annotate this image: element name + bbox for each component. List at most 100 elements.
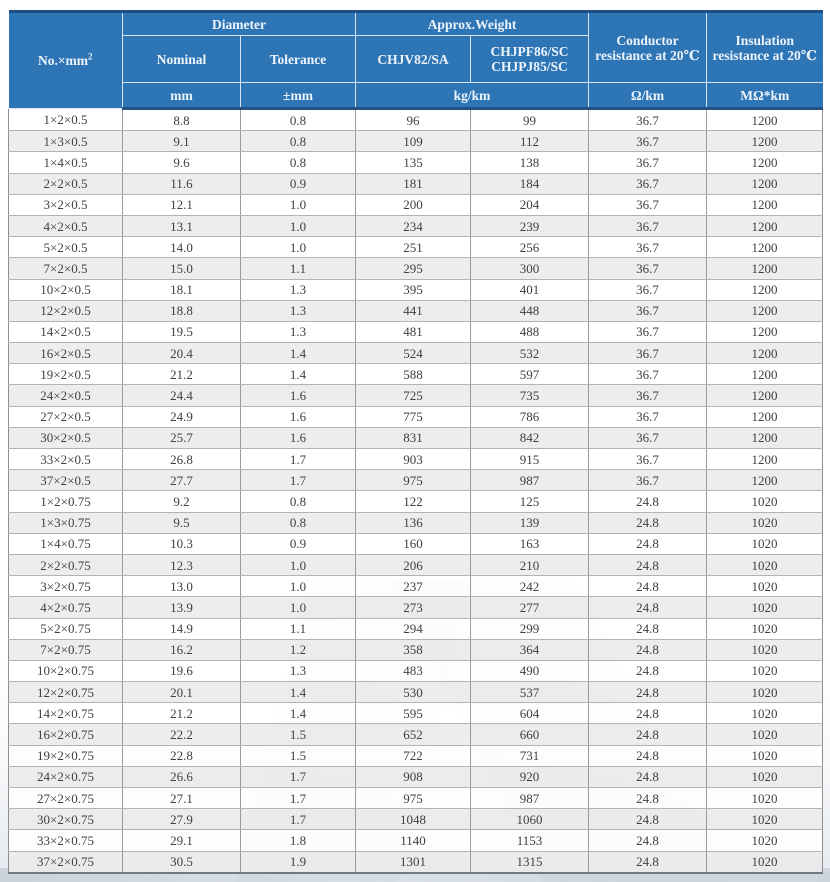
- cell-diameter-tolerance: 1.0: [240, 194, 356, 216]
- header-row-units: mm ±mm kg/km Ω/km MΩ*km: [9, 82, 823, 110]
- cell-spec-no: 30×2×0.75: [8, 808, 123, 831]
- cell-insulation-resistance: 1020: [706, 639, 824, 661]
- cell-weight-chjv82-sa: 975: [355, 787, 471, 810]
- cell-conductor-resistance: 36.7: [588, 363, 708, 386]
- cell-weight-chjv82-sa: 903: [355, 448, 471, 471]
- cell-spec-no: 1×2×0.75: [8, 490, 123, 513]
- col-header-conductor-resistance: Conductor resistance at 20℃: [588, 10, 708, 83]
- table-row: 10×2×0.75 19.6 1.3 483 490 24.8 1020: [8, 660, 824, 683]
- cell-spec-no: 10×2×0.75: [8, 660, 123, 683]
- cell-weight-chjv82-sa: 395: [355, 279, 471, 301]
- cell-conductor-resistance: 36.7: [588, 151, 708, 174]
- cell-insulation-resistance: 1200: [706, 279, 824, 301]
- cell-insulation-resistance: 1200: [706, 406, 824, 428]
- cell-weight-chjv82-sa: 481: [355, 321, 471, 344]
- cell-weight-chjpf86-chjpj85: 138: [469, 151, 590, 174]
- cell-spec-no: 12×2×0.5: [8, 300, 123, 322]
- col-header-no-mm2: No.×mm2: [8, 10, 123, 109]
- header-row-groups: No.×mm2 Diameter Approx.Weight Conductor…: [8, 10, 823, 109]
- cell-diameter-nominal: 16.2: [122, 639, 241, 661]
- cell-weight-chjpf86-chjpj85: 731: [469, 745, 590, 767]
- cell-insulation-resistance: 1020: [706, 596, 824, 619]
- cell-weight-chjpf86-chjpj85: 537: [469, 681, 590, 704]
- cell-conductor-resistance: 36.7: [588, 406, 708, 428]
- cell-diameter-tolerance: 0.8: [240, 108, 356, 132]
- cell-conductor-resistance: 36.7: [588, 130, 708, 153]
- cell-diameter-nominal: 13.9: [122, 596, 241, 619]
- cell-conductor-resistance: 24.8: [588, 808, 708, 831]
- cell-diameter-tolerance: 1.7: [240, 787, 356, 810]
- cell-diameter-tolerance: 0.8: [240, 151, 356, 174]
- cell-spec-no: 27×2×0.75: [8, 787, 123, 810]
- cell-diameter-nominal: 9.6: [122, 151, 241, 174]
- cell-weight-chjpf86-chjpj85: 660: [469, 723, 590, 746]
- unit-tolerance-mm: ±mm: [240, 82, 356, 110]
- cell-conductor-resistance: 24.8: [588, 596, 708, 619]
- no-mm2-label: No.×mm: [37, 53, 89, 68]
- cell-insulation-resistance: 1200: [706, 151, 824, 174]
- cell-weight-chjv82-sa: 524: [355, 342, 471, 365]
- cell-weight-chjpf86-chjpj85: 204: [469, 194, 590, 216]
- cell-diameter-tolerance: 1.3: [240, 660, 356, 683]
- cell-insulation-resistance: 1200: [706, 321, 824, 344]
- cell-spec-no: 24×2×0.5: [8, 384, 123, 407]
- table-header: No.×mm2 Diameter Approx.Weight Conductor…: [8, 10, 823, 110]
- cell-insulation-resistance: 1020: [706, 723, 824, 746]
- cell-diameter-tolerance: 1.7: [240, 766, 356, 789]
- cell-diameter-nominal: 19.5: [122, 321, 241, 344]
- table-row: 37×2×0.5 27.7 1.7 975 987 36.7 1200: [8, 469, 824, 492]
- cell-spec-no: 1×3×0.75: [8, 512, 123, 534]
- table-row: 24×2×0.5 24.4 1.6 725 735 36.7 1200: [8, 384, 824, 407]
- cell-diameter-tolerance: 1.0: [240, 236, 356, 259]
- cell-diameter-nominal: 22.8: [122, 745, 241, 767]
- col-header-chjpf86-chjpj85: CHJPF86/SC CHJPJ85/SC: [469, 35, 589, 83]
- cell-spec-no: 3×2×0.75: [8, 575, 123, 598]
- cell-insulation-resistance: 1200: [706, 236, 824, 259]
- cell-diameter-nominal: 10.3: [122, 533, 241, 555]
- cell-weight-chjv82-sa: 358: [355, 639, 471, 661]
- cell-diameter-tolerance: 1.0: [240, 215, 356, 238]
- cell-diameter-tolerance: 1.3: [240, 279, 356, 301]
- cell-weight-chjv82-sa: 96: [355, 108, 471, 132]
- table-row: 14×2×0.5 19.5 1.3 481 488 36.7 1200: [8, 321, 824, 344]
- cell-conductor-resistance: 24.8: [588, 723, 708, 746]
- cell-insulation-resistance: 1200: [706, 257, 824, 280]
- cell-weight-chjv82-sa: 975: [355, 469, 471, 492]
- chjpf86-label: CHJPF86/SC: [490, 44, 569, 59]
- cell-conductor-resistance: 24.8: [588, 512, 708, 534]
- cell-weight-chjv82-sa: 595: [355, 702, 471, 725]
- no-mm2-sup: 2: [88, 51, 93, 62]
- cell-conductor-resistance: 24.8: [588, 490, 708, 513]
- cell-spec-no: 27×2×0.5: [8, 406, 123, 428]
- cell-spec-no: 14×2×0.5: [8, 321, 123, 344]
- cell-spec-no: 19×2×0.75: [8, 745, 123, 767]
- table-row: 33×2×0.5 26.8 1.7 903 915 36.7 1200: [8, 448, 824, 471]
- cell-insulation-resistance: 1020: [706, 575, 824, 598]
- cell-weight-chjv82-sa: 160: [355, 533, 471, 555]
- cell-diameter-tolerance: 1.3: [240, 300, 356, 322]
- cell-weight-chjpf86-chjpj85: 987: [469, 469, 590, 492]
- cell-diameter-nominal: 26.6: [122, 766, 241, 789]
- cell-weight-chjpf86-chjpj85: 488: [469, 321, 590, 344]
- table-row: 27×2×0.5 24.9 1.6 775 786 36.7 1200: [8, 406, 824, 428]
- cell-diameter-tolerance: 0.9: [240, 173, 356, 195]
- table-row: 1×3×0.5 9.1 0.8 109 112 36.7 1200: [8, 130, 824, 153]
- cell-insulation-resistance: 1200: [706, 173, 824, 195]
- cell-diameter-tolerance: 1.3: [240, 321, 356, 344]
- unit-insulation-mohm-km: MΩ*km: [706, 82, 823, 110]
- cell-diameter-tolerance: 1.0: [240, 575, 356, 598]
- cell-weight-chjpf86-chjpj85: 112: [469, 130, 590, 153]
- cell-weight-chjpf86-chjpj85: 210: [469, 554, 590, 577]
- cell-weight-chjpf86-chjpj85: 1315: [469, 851, 590, 874]
- cell-diameter-nominal: 25.7: [122, 427, 241, 450]
- col-header-insulation-resistance: Insulation resistance at 20℃: [706, 10, 823, 83]
- cell-spec-no: 10×2×0.5: [8, 279, 123, 301]
- cell-diameter-nominal: 11.6: [122, 173, 241, 195]
- cell-conductor-resistance: 24.8: [588, 681, 708, 704]
- cell-diameter-tolerance: 1.7: [240, 808, 356, 831]
- cell-weight-chjv82-sa: 294: [355, 618, 471, 640]
- cell-diameter-tolerance: 0.8: [240, 490, 356, 513]
- table-row: 7×2×0.5 15.0 1.1 295 300 36.7 1200: [8, 257, 824, 280]
- cell-diameter-nominal: 20.1: [122, 681, 241, 704]
- cell-weight-chjv82-sa: 295: [355, 257, 471, 280]
